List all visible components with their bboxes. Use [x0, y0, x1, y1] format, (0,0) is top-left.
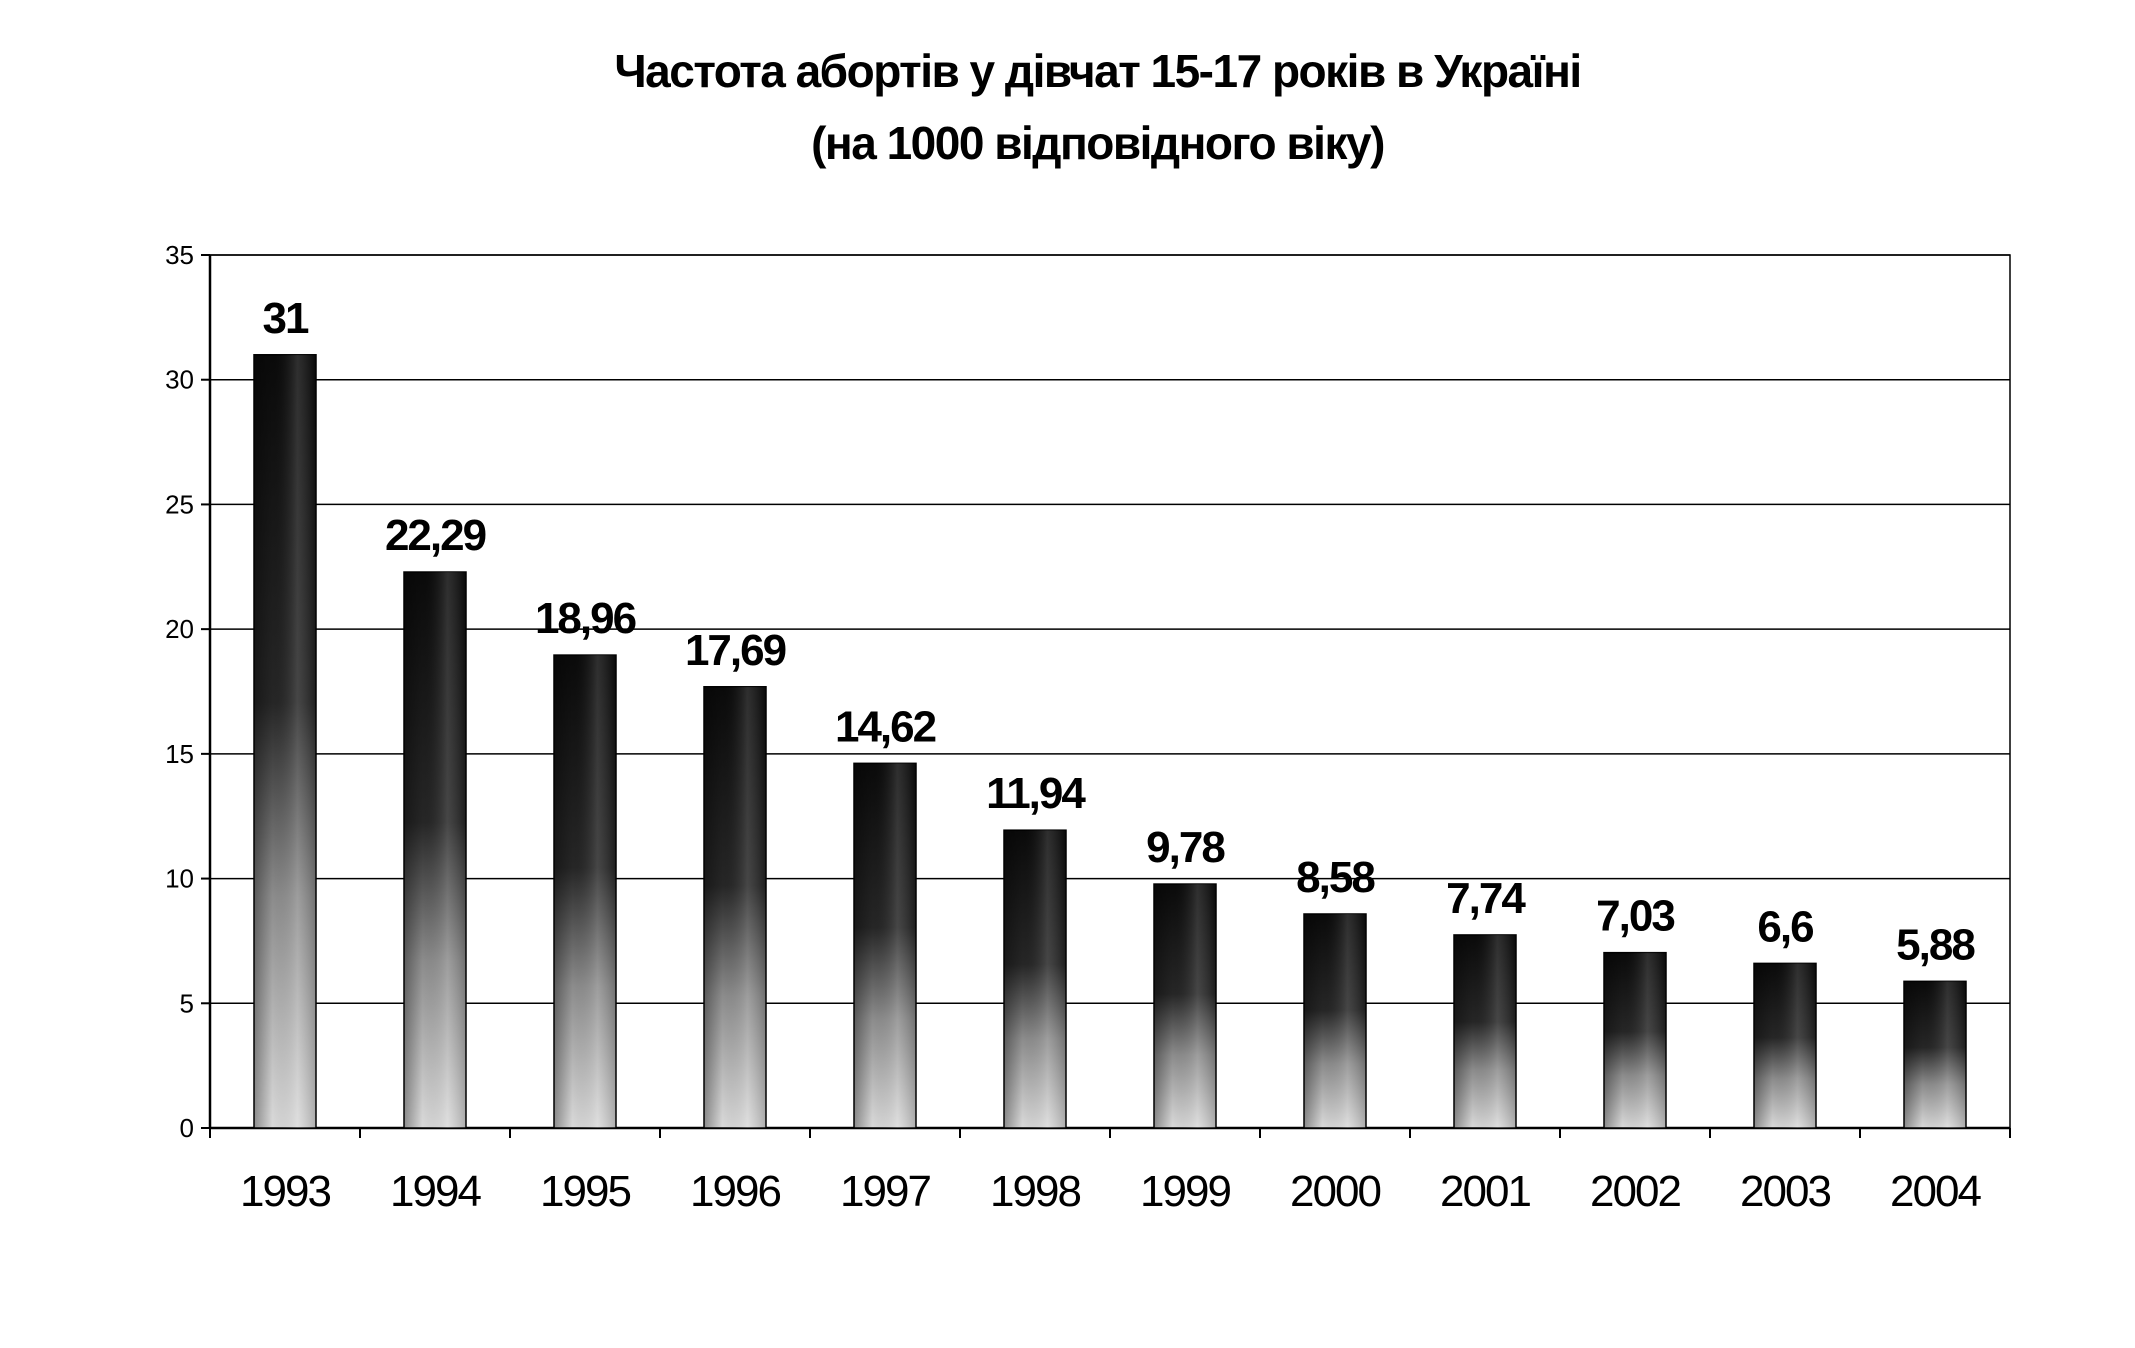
data-label: 9,78 [1146, 823, 1225, 872]
x-tick-label: 1996 [690, 1167, 780, 1216]
bar-shading [554, 655, 616, 1128]
bar-shading [254, 354, 316, 1128]
x-tick-label: 2002 [1590, 1167, 1680, 1216]
x-tick-label: 1999 [1140, 1167, 1230, 1216]
chart-title: Частота абортів у дівчат 15-17 років в У… [614, 45, 1582, 97]
bar-shading [1004, 830, 1066, 1128]
bar-shading [1754, 963, 1816, 1128]
bar-shading [1604, 952, 1666, 1128]
x-tick-label: 1995 [540, 1167, 630, 1216]
x-tick-label: 2004 [1890, 1167, 1981, 1216]
y-tick-label: 0 [180, 1113, 194, 1143]
data-label: 6,6 [1757, 902, 1813, 951]
data-label: 17,69 [685, 626, 786, 675]
x-tick-label: 1997 [840, 1167, 930, 1216]
x-tick-label: 2000 [1290, 1167, 1380, 1216]
y-tick-label: 20 [165, 614, 194, 644]
plot-area [209, 254, 2011, 1129]
data-label: 22,29 [385, 511, 486, 560]
x-tick-label: 2001 [1440, 1167, 1530, 1216]
bar-shading [1454, 934, 1516, 1128]
y-tick-label: 30 [165, 365, 194, 395]
x-tick-label: 1998 [990, 1167, 1080, 1216]
data-label: 7,03 [1596, 892, 1674, 941]
bar-shading [404, 572, 466, 1128]
data-label: 14,62 [835, 702, 936, 751]
data-label: 5,88 [1896, 920, 1975, 969]
y-tick-label: 10 [165, 864, 194, 894]
bar-shading [854, 763, 916, 1128]
bar-shading [704, 686, 766, 1128]
bar-shading [1304, 913, 1366, 1128]
data-label: 8,58 [1296, 853, 1375, 902]
chart-subtitle: (на 1000 відповідного віку) [811, 117, 1385, 169]
data-label: 18,96 [535, 594, 636, 643]
y-tick-label: 25 [165, 489, 194, 519]
data-label: 11,94 [986, 769, 1086, 818]
x-tick-label: 1993 [240, 1167, 330, 1216]
x-tick-label: 1994 [390, 1167, 481, 1216]
bar-shading [1154, 884, 1216, 1128]
y-tick-label: 15 [165, 739, 194, 769]
data-label: 31 [263, 294, 309, 343]
data-label: 7,74 [1446, 874, 1526, 923]
x-tick-label: 2003 [1740, 1167, 1830, 1216]
y-tick-label: 5 [180, 988, 194, 1018]
y-tick-label: 35 [165, 240, 194, 270]
bar-shading [1904, 981, 1966, 1128]
